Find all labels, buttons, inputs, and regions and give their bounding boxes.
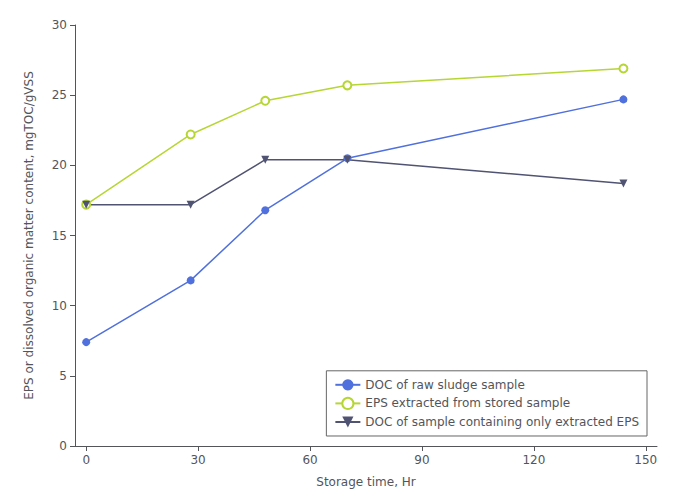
svg-text:90: 90: [414, 453, 429, 467]
svg-text:EPS extracted from stored samp: EPS extracted from stored sample: [365, 396, 570, 410]
svg-text:30: 30: [190, 453, 205, 467]
svg-text:120: 120: [522, 453, 545, 467]
svg-text:15: 15: [52, 229, 67, 243]
svg-text:5: 5: [59, 369, 67, 383]
svg-text:20: 20: [52, 158, 67, 172]
svg-text:30: 30: [52, 18, 67, 32]
svg-text:DOC of raw sludge sample: DOC of raw sludge sample: [365, 378, 524, 392]
svg-text:150: 150: [634, 453, 657, 467]
svg-text:EPS or dissolved organic matte: EPS or dissolved organic matter content,…: [22, 71, 36, 400]
svg-text:Storage time, Hr: Storage time, Hr: [316, 475, 416, 489]
svg-text:25: 25: [52, 88, 67, 102]
svg-text:0: 0: [82, 453, 90, 467]
svg-text:10: 10: [52, 299, 67, 313]
svg-text:0: 0: [59, 439, 67, 453]
svg-text:DOC of sample containing only: DOC of sample containing only extracted …: [365, 415, 639, 429]
svg-text:60: 60: [302, 453, 317, 467]
